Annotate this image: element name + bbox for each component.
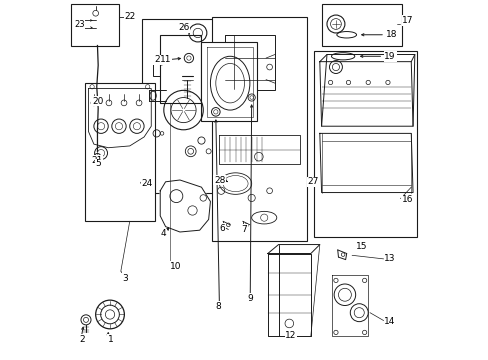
Text: 17: 17 — [402, 16, 413, 25]
Text: 10: 10 — [170, 262, 182, 271]
Text: 22: 22 — [124, 12, 135, 21]
Text: 20: 20 — [92, 96, 103, 105]
Text: 11: 11 — [160, 55, 171, 64]
Polygon shape — [332, 275, 367, 336]
Text: 4: 4 — [160, 229, 165, 238]
Text: 18: 18 — [386, 30, 397, 39]
Text: 9: 9 — [247, 294, 253, 303]
Text: 13: 13 — [384, 255, 395, 264]
Text: 25: 25 — [154, 55, 165, 64]
Text: 5: 5 — [96, 159, 101, 168]
Polygon shape — [160, 180, 210, 232]
Bar — [142, 19, 223, 193]
Text: 26: 26 — [178, 23, 189, 32]
Bar — [160, 35, 201, 103]
Text: 28: 28 — [214, 176, 225, 185]
Text: 1: 1 — [107, 335, 113, 344]
Text: 23: 23 — [74, 19, 84, 28]
Text: 2: 2 — [80, 335, 85, 344]
Text: 7: 7 — [241, 225, 247, 234]
Text: 14: 14 — [384, 317, 395, 326]
Text: 15: 15 — [355, 242, 366, 251]
Bar — [212, 17, 306, 241]
Bar — [201, 42, 257, 121]
Text: 21: 21 — [91, 156, 102, 165]
Bar — [321, 4, 402, 45]
Text: 8: 8 — [215, 302, 221, 311]
Text: 6: 6 — [219, 224, 224, 233]
Bar — [153, 56, 176, 76]
Text: 16: 16 — [401, 195, 412, 204]
Polygon shape — [267, 253, 310, 336]
Bar — [70, 4, 119, 45]
Text: 27: 27 — [307, 177, 318, 186]
Bar — [85, 83, 155, 221]
Text: 19: 19 — [384, 52, 395, 61]
Text: 24: 24 — [142, 179, 153, 188]
Text: 12: 12 — [285, 332, 296, 341]
Bar — [314, 51, 416, 237]
Bar — [224, 35, 274, 90]
Text: 3: 3 — [122, 274, 127, 283]
